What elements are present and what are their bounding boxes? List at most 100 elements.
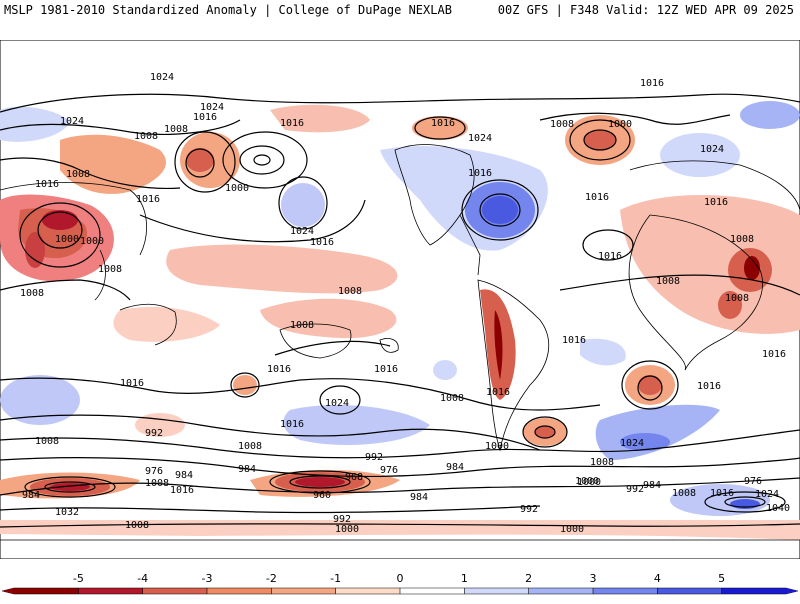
contour-label: 1024 (325, 398, 349, 409)
contour-label: 1008 (725, 293, 749, 304)
contour-label: 1008 (66, 169, 90, 180)
colorbar-tick-label: -3 (202, 572, 213, 585)
contour-label: 1016 (310, 237, 334, 248)
contour-label: 1000 (55, 234, 79, 245)
colorbar-tick-label: 2 (525, 572, 532, 585)
contour-label: 984 (410, 492, 428, 503)
contour-label: 992 (365, 452, 383, 463)
contour-label: 1016 (35, 179, 59, 190)
contour-label: 1032 (55, 507, 79, 518)
contour-label: 1016 (704, 197, 728, 208)
contour-label: 1016 (598, 251, 622, 262)
colorbar-ticks: -5 -4 -3 -2 -1 0 1 2 3 4 5 (73, 572, 725, 594)
map-title: MSLP 1981-2010 Standardized Anomaly | Co… (4, 3, 452, 17)
contour-label: 1008 (440, 393, 464, 404)
anomaly-colorbar: -5 -4 -3 -2 -1 0 1 2 3 4 5 (0, 568, 800, 600)
colorbar-tick-label: 0 (397, 572, 404, 585)
colorbar-tick-label: -5 (73, 572, 84, 585)
contour-label: 1008 (98, 264, 122, 275)
contour-label: 1016 (486, 387, 510, 398)
contour-label: 1008 (656, 276, 680, 287)
contour-label: 1016 (374, 364, 398, 375)
contour-label: 1016 (562, 335, 586, 346)
contour-label: 1016 (267, 364, 291, 375)
colorbar-swatch (142, 588, 208, 594)
contour-label: 968 (345, 472, 363, 483)
contour-label: 1016 (762, 349, 786, 360)
contour-label: 984 (22, 490, 40, 501)
contour-label: 1008 (672, 488, 696, 499)
contour-label: 992 (145, 428, 163, 439)
colorbar-segments (1, 587, 799, 595)
contour-label: 976 (744, 476, 762, 487)
contour-label: 1008 (145, 478, 169, 489)
contour-label: 1016 (280, 419, 304, 430)
contour-label: 1008 (134, 131, 158, 142)
contour-label: 1016 (280, 118, 304, 129)
contour-label: 1016 (170, 485, 194, 496)
colorbar-swatch (335, 588, 401, 594)
colorbar-swatch (207, 588, 272, 594)
contour-label: 1000 (577, 477, 601, 488)
contour-label: 1016 (120, 378, 144, 389)
contour-label: 984 (238, 464, 256, 475)
colorbar-high-arrow (786, 588, 798, 594)
coastlines (0, 144, 800, 541)
contour-label: 976 (380, 465, 398, 476)
colorbar-tick-label: -4 (137, 572, 148, 585)
contour-label: 1016 (193, 112, 217, 123)
colorbar-tick-label: 1 (461, 572, 468, 585)
colorbar-swatch (528, 588, 594, 594)
contour-label: 1016 (136, 194, 160, 205)
contour-label: 1024 (468, 133, 492, 144)
colorbar-tick-label: -2 (266, 572, 277, 585)
contour-label: 1024 (150, 72, 174, 83)
contour-label: 1008 (290, 320, 314, 331)
contour-label: 992 (520, 504, 538, 515)
colorbar-swatch (464, 588, 530, 594)
contour-label: 1008 (590, 457, 614, 468)
contour-label: 1024 (200, 102, 224, 113)
contour-label: 1000 (335, 524, 359, 535)
contour-label: 1008 (125, 520, 149, 531)
contour-label: 984 (446, 462, 464, 473)
contour-label: 1000 (485, 441, 509, 452)
contour-label: 1016 (431, 118, 455, 129)
contour-label: 1024 (60, 116, 84, 127)
contour-label: 1008 (20, 288, 44, 299)
contour-label: 992 (626, 484, 644, 495)
colorbar-tick-label: -1 (330, 572, 341, 585)
isobar-contours (0, 93, 800, 528)
mslp-anomaly-map: 1024 1016 1024 1016 1008 1008 1016 1024 … (0, 40, 800, 559)
colorbar-swatch (78, 588, 144, 594)
colorbar-swatch (14, 588, 79, 594)
contour-label: 1016 (585, 192, 609, 203)
negative-anomaly-shading (0, 101, 800, 516)
colorbar-low-arrow (2, 588, 14, 594)
contour-label: 1040 (766, 503, 790, 514)
contour-label: 1000 (225, 183, 249, 194)
contour-label: 1016 (710, 488, 734, 499)
colorbar-swatch (657, 588, 723, 594)
colorbar-tick-label: 5 (718, 572, 725, 585)
contour-label: 1000 (80, 236, 104, 247)
contour-label: 1008 (730, 234, 754, 245)
contour-label: 984 (175, 470, 193, 481)
contour-label: 1024 (700, 144, 724, 155)
contour-label: 1008 (238, 441, 262, 452)
isobar-labels: 1024 1016 1024 1016 1008 1008 1016 1024 … (20, 72, 790, 535)
contour-label: 1008 (550, 119, 574, 130)
contour-label: 1000 (608, 119, 632, 130)
contour-label: 1016 (468, 168, 492, 179)
contour-label: 1000 (575, 476, 599, 487)
contour-label: 984 (643, 480, 661, 491)
contour-label: 1024 (620, 438, 644, 449)
contour-label: 1008 (35, 436, 59, 447)
contour-label: 1008 (164, 124, 188, 135)
positive-anomaly-shading (0, 104, 800, 540)
contour-label: 1016 (640, 78, 664, 89)
contour-label: 992 (333, 514, 351, 525)
contour-label: 1008 (338, 286, 362, 297)
contour-label: 1024 (290, 226, 314, 237)
colorbar-tick-label: 4 (654, 572, 661, 585)
